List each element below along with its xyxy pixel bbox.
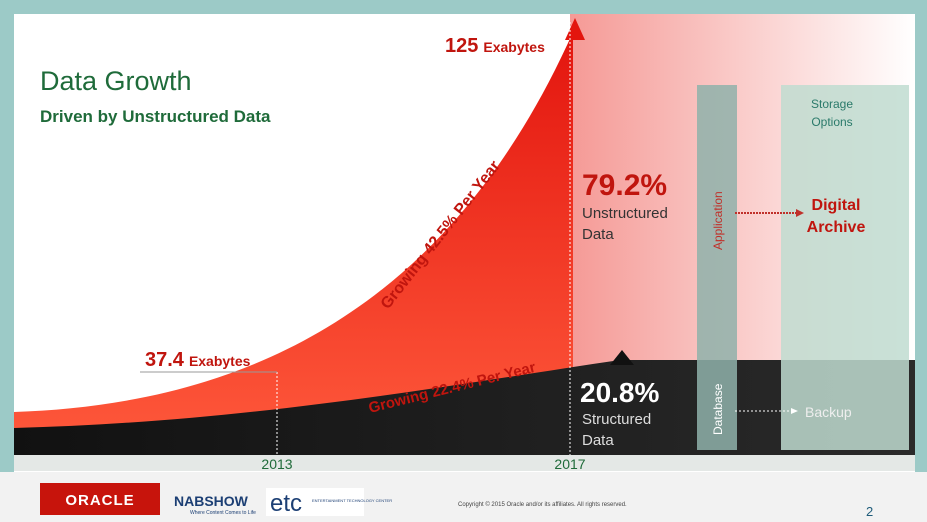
unstructured-label: Unstructured bbox=[582, 205, 668, 222]
backup-label: Backup bbox=[805, 404, 852, 420]
storage-box bbox=[781, 85, 909, 450]
total-unit: Exabytes bbox=[483, 39, 545, 55]
structured-label: Data bbox=[582, 432, 614, 449]
etc-logo-box bbox=[266, 488, 364, 516]
archive-label: Archive bbox=[807, 219, 866, 236]
year-label: 2017 bbox=[554, 456, 585, 472]
oracle-logo bbox=[40, 483, 160, 515]
database-label: Database bbox=[711, 383, 725, 435]
total-2017: 125 Exabytes bbox=[445, 35, 545, 57]
axis-strip bbox=[14, 455, 915, 471]
page-number: 2 bbox=[866, 504, 873, 519]
etc-tagline: ENTERTAINMENT TECHNOLOGY CENTER bbox=[312, 498, 392, 503]
structured-area bbox=[14, 360, 915, 455]
black-arrowhead bbox=[610, 350, 634, 365]
subtitle: Driven by Unstructured Data bbox=[40, 107, 271, 126]
unstructured-percent: 79.2% bbox=[582, 169, 667, 202]
unstructured-area bbox=[14, 32, 573, 455]
year-label: 2013 bbox=[261, 456, 292, 472]
etc-logo: etc bbox=[270, 490, 302, 517]
oracle-text: ORACLE bbox=[65, 492, 134, 509]
title: Data Growth bbox=[40, 66, 192, 96]
total-unit: Exabytes bbox=[189, 353, 251, 369]
total-2013: 37.4 Exabytes bbox=[145, 349, 251, 371]
nab-tagline: Where Content Comes to Life bbox=[190, 510, 256, 516]
application-box bbox=[697, 85, 737, 450]
backup-arrowhead bbox=[791, 408, 798, 414]
archive-label: Digital bbox=[812, 197, 861, 214]
nab-logo: NABSHOW bbox=[174, 493, 249, 509]
structured-label: Structured bbox=[582, 411, 651, 428]
total-value: 37.4 bbox=[145, 349, 185, 371]
total-value: 125 bbox=[445, 35, 478, 57]
unstructured-label: Data bbox=[582, 226, 614, 243]
storage-heading: Options bbox=[811, 115, 852, 129]
application-label: Application bbox=[711, 191, 725, 250]
archive-arrowhead bbox=[796, 209, 804, 217]
storage-heading: Storage bbox=[811, 97, 853, 111]
copyright: Copyright © 2015 Oracle and/or its affil… bbox=[458, 501, 627, 508]
structured-percent: 20.8% bbox=[580, 377, 659, 408]
